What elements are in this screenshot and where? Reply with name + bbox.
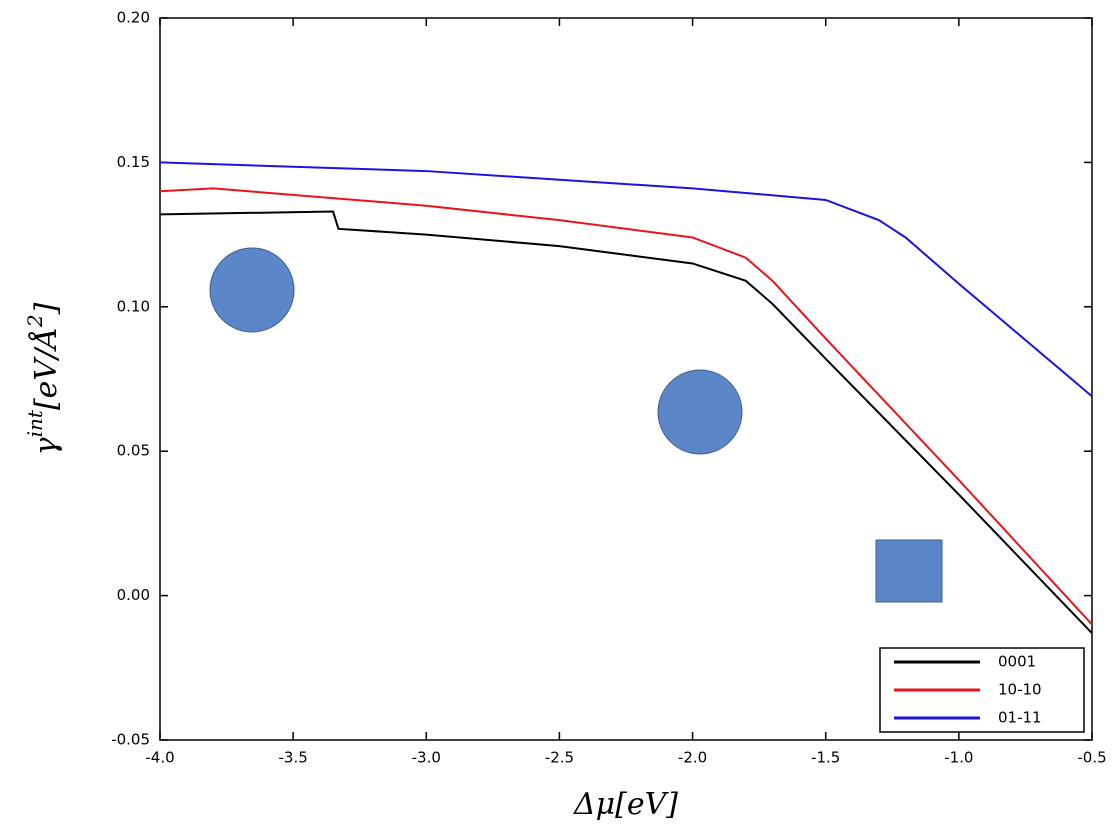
y-label-part: γ (29, 437, 64, 455)
y-tick-label: 0.20 (117, 9, 150, 27)
legend-label: 10-10 (998, 681, 1042, 699)
y-tick-label: 0.05 (117, 442, 150, 460)
particle-icon (657, 369, 743, 455)
y-label-part: int (23, 409, 47, 437)
y-tick-label: -0.05 (111, 731, 150, 749)
x-tick-label: -4.0 (145, 749, 174, 767)
particle-icon (209, 247, 295, 333)
particle-icon (875, 539, 943, 603)
x-axis-label: Δμ[eV] (573, 787, 678, 822)
particle-icons (209, 247, 943, 603)
x-tick-label: -0.5 (1077, 749, 1106, 767)
line-series (159, 161, 1093, 398)
x-tick-label: -2.0 (678, 749, 707, 767)
y-label-part: ] (29, 302, 64, 315)
x-label-part: [eV] (615, 787, 678, 822)
x-tick-label: -1.0 (944, 749, 973, 767)
x-tick-label: -3.0 (412, 749, 441, 767)
legend-label: 0001 (998, 653, 1036, 671)
y-tick-label: 0.15 (117, 153, 150, 171)
y-tick-label: 0.00 (117, 586, 150, 604)
x-tick-label: -1.5 (811, 749, 840, 767)
plot-frame (159, 17, 1093, 741)
y-axis-label: γint[eV/Å2] (23, 302, 65, 455)
line-series (159, 187, 1093, 626)
y-tick-label: 0.10 (117, 297, 150, 315)
x-tick-label: -3.5 (279, 749, 308, 767)
y-label-part: [eV/Å (28, 327, 64, 410)
x-tick-label: -2.5 (545, 749, 574, 767)
legend-label: 01-11 (998, 709, 1042, 727)
line-series (159, 210, 1093, 634)
y-label-part: 2 (23, 314, 47, 328)
x-label-part: Δμ (573, 787, 615, 822)
